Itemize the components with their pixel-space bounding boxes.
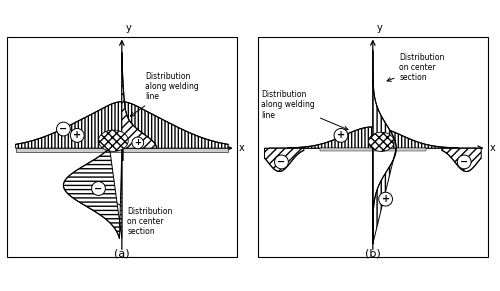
Polygon shape [373, 148, 396, 244]
Text: +: + [134, 138, 141, 147]
Text: (a): (a) [114, 249, 130, 259]
Text: y: y [126, 23, 132, 33]
Text: +: + [73, 130, 82, 141]
Text: +: + [337, 130, 345, 141]
Polygon shape [64, 148, 122, 238]
Polygon shape [264, 148, 304, 171]
Polygon shape [122, 148, 123, 161]
Polygon shape [368, 132, 394, 151]
Circle shape [334, 129, 348, 142]
Polygon shape [122, 53, 156, 148]
Text: Distribution
along welding
line: Distribution along welding line [262, 90, 348, 130]
Polygon shape [288, 127, 458, 148]
Circle shape [274, 155, 288, 169]
Circle shape [56, 122, 70, 136]
Text: −: − [60, 124, 68, 134]
Polygon shape [98, 130, 128, 151]
Text: Distribution
along welding
line: Distribution along welding line [130, 72, 199, 116]
Circle shape [92, 182, 106, 196]
Polygon shape [16, 102, 228, 148]
Text: +: + [382, 194, 390, 204]
Circle shape [378, 192, 392, 206]
Text: (b): (b) [365, 249, 380, 259]
Polygon shape [442, 148, 481, 171]
Text: y: y [377, 23, 383, 33]
Text: −: − [94, 184, 102, 194]
Text: −: − [278, 157, 285, 167]
Text: Distribution
on center
section: Distribution on center section [94, 190, 172, 236]
Text: x: x [490, 143, 496, 153]
Circle shape [70, 129, 84, 142]
Circle shape [458, 155, 471, 169]
Circle shape [132, 137, 143, 149]
Text: Distribution
on center
section: Distribution on center section [387, 53, 445, 82]
Text: x: x [238, 143, 244, 153]
Polygon shape [373, 50, 396, 148]
Text: −: − [460, 157, 468, 167]
